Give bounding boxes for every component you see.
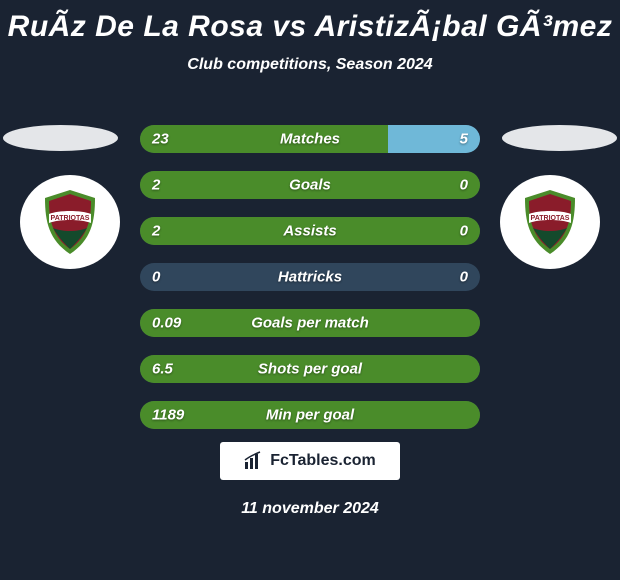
stat-label: Goals: [140, 177, 480, 194]
stat-value-right: 5: [460, 131, 468, 148]
stat-row: 0Hattricks0: [140, 263, 480, 291]
svg-text:PATRIOTAS: PATRIOTAS: [51, 215, 90, 222]
page-title: RuÃ­z De La Rosa vs AristizÃ¡bal GÃ³mez: [0, 0, 620, 44]
stat-label: Goals per match: [140, 315, 480, 332]
stat-label: Assists: [140, 223, 480, 240]
stat-row: 2Assists0: [140, 217, 480, 245]
player-left-ellipse: [3, 125, 118, 151]
stat-value-right: 0: [460, 223, 468, 240]
stat-label: Hattricks: [140, 269, 480, 286]
club-crest-left: PATRIOTAS: [20, 175, 120, 269]
stat-row: 6.5Shots per goal: [140, 355, 480, 383]
stat-label: Shots per goal: [140, 361, 480, 378]
stat-value-right: 0: [460, 177, 468, 194]
branding-text: FcTables.com: [270, 452, 376, 470]
subtitle: Club competitions, Season 2024: [0, 56, 620, 74]
stat-row: 2Goals0: [140, 171, 480, 199]
stat-label: Matches: [140, 131, 480, 148]
branding-badge: FcTables.com: [220, 442, 400, 480]
shield-icon: PATRIOTAS: [41, 188, 99, 256]
club-crest-right: PATRIOTAS: [500, 175, 600, 269]
stat-label: Min per goal: [140, 407, 480, 424]
shield-icon: PATRIOTAS: [521, 188, 579, 256]
stat-row: 23Matches5: [140, 125, 480, 153]
stats-rows: 23Matches52Goals02Assists00Hattricks00.0…: [140, 125, 480, 429]
stat-row: 1189Min per goal: [140, 401, 480, 429]
player-right-ellipse: [502, 125, 617, 151]
stat-value-right: 0: [460, 269, 468, 286]
bars-icon: [244, 451, 264, 471]
footer-date: 11 november 2024: [0, 500, 620, 518]
svg-text:PATRIOTAS: PATRIOTAS: [531, 215, 570, 222]
stat-row: 0.09Goals per match: [140, 309, 480, 337]
